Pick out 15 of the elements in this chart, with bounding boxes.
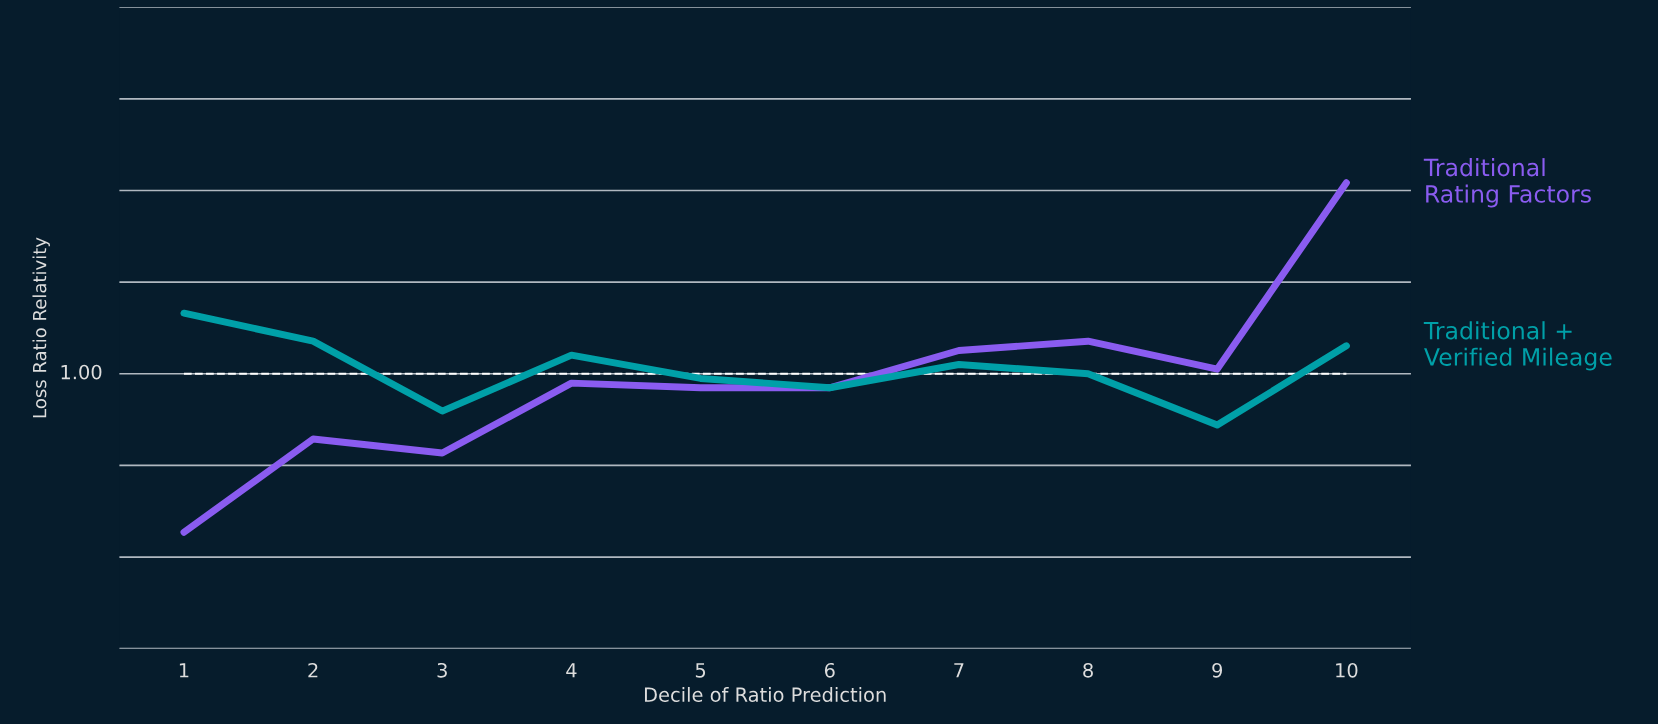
text: 1.00 xyxy=(61,364,102,380)
x-tick-label: 7 xyxy=(954,663,964,678)
x-tick-label: 8 xyxy=(1083,662,1093,678)
x-tick-label: 1 xyxy=(179,663,189,678)
x-axis-title: Decile of Ratio Prediction xyxy=(644,686,886,703)
x-tick-label: 6 xyxy=(824,662,835,678)
x-tick-label: 2 xyxy=(308,662,318,678)
x-tick-label: 4 xyxy=(566,663,577,678)
x-tick-label: 9 xyxy=(1212,662,1223,678)
text: Traditional Rating Factors xyxy=(1423,158,1591,208)
text: Traditional + Verified Mileage xyxy=(1423,321,1612,371)
x-tick-label: 5 xyxy=(695,663,706,678)
x-tick-label: 3 xyxy=(437,662,447,678)
y-axis-title: Loss Ratio Relativity xyxy=(32,237,50,418)
x-tick-label: 10 xyxy=(1336,662,1358,678)
